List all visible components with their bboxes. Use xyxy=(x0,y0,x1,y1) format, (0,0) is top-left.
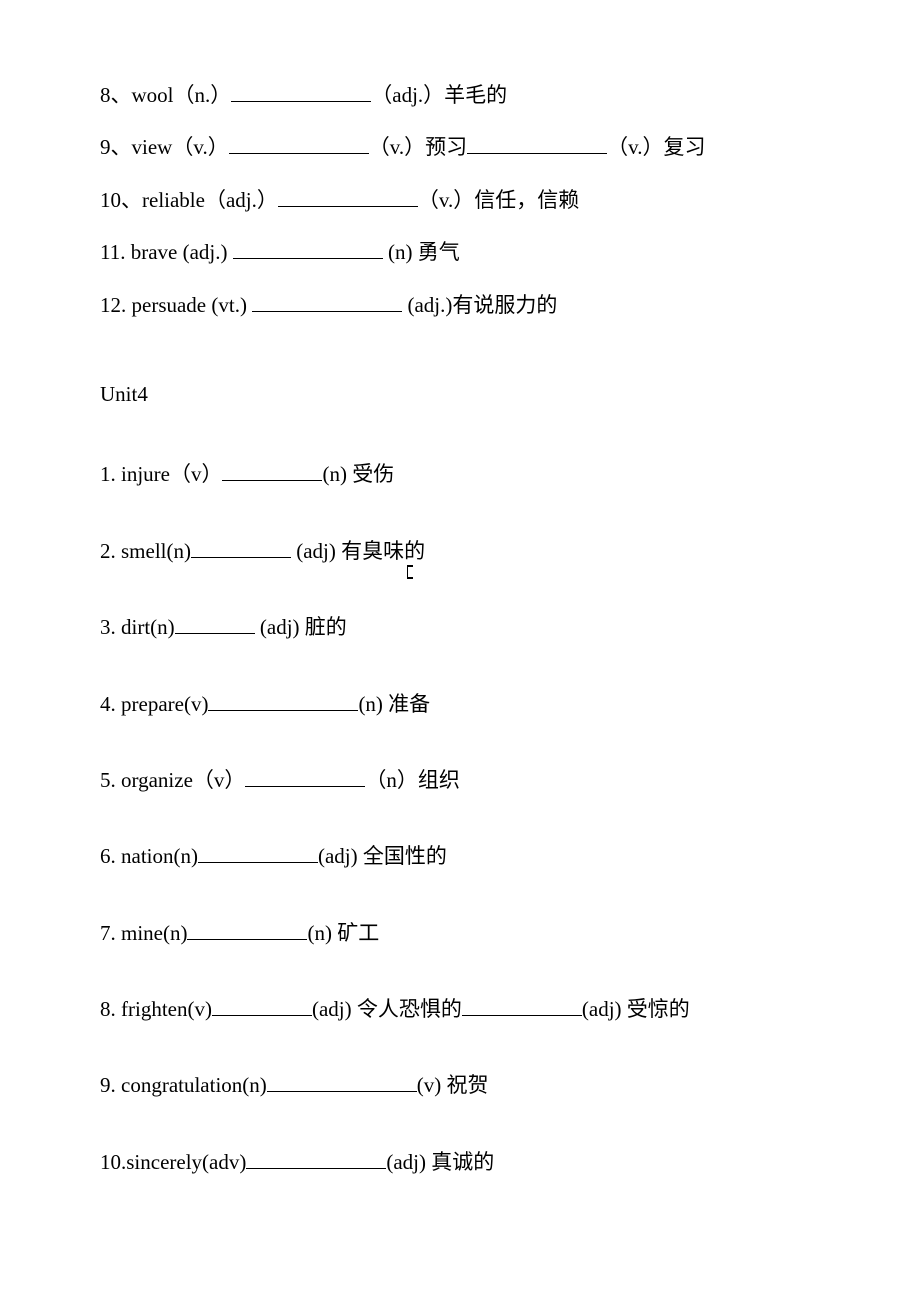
base-word: prepare(v) xyxy=(121,692,208,716)
fill-blank[interactable] xyxy=(231,80,371,102)
section-2: 1. injure（v） (n) 受伤 2. smell(n) (adj) 有臭味的… xyxy=(100,459,820,1177)
item-number: 12. xyxy=(100,293,132,317)
definition-text: (n) 矿工 xyxy=(307,921,379,945)
fill-blank[interactable] xyxy=(229,132,369,154)
item-number: 5. xyxy=(100,768,116,792)
definition-text: (adj) 受惊的 xyxy=(582,997,690,1021)
definition-text: (n) 勇气 xyxy=(383,240,460,264)
definition-text: （v.）预习 xyxy=(369,135,467,159)
fill-blank[interactable] xyxy=(208,689,358,711)
base-word: injure（v） xyxy=(121,462,222,486)
item-number: 1. xyxy=(100,462,116,486)
exercise-line: 4. prepare(v) (n) 准备 xyxy=(100,689,820,719)
exercise-line: 8. frighten(v) (adj) 令人恐惧的 (adj) 受惊的 xyxy=(100,994,820,1024)
item-number: 10、 xyxy=(100,188,142,212)
exercise-line: 2. smell(n) (adj) 有臭味的 xyxy=(100,536,820,566)
fill-blank[interactable] xyxy=(252,290,402,312)
fill-blank[interactable] xyxy=(462,994,582,1016)
item-number: 11. xyxy=(100,240,131,264)
exercise-line: 1. injure（v） (n) 受伤 xyxy=(100,459,820,489)
item-number: 8、 xyxy=(100,83,132,107)
exercise-line: 9、view（v.） （v.）预习 （v.）复习 xyxy=(100,132,820,162)
definition-text: (adj) 脏的 xyxy=(255,615,347,639)
fill-blank[interactable] xyxy=(175,612,255,634)
unit4-title: Unit4 xyxy=(100,380,820,409)
fill-blank[interactable] xyxy=(246,1147,386,1169)
fill-blank[interactable] xyxy=(191,536,291,558)
base-word: nation(n) xyxy=(121,844,198,868)
fill-blank[interactable] xyxy=(187,918,307,940)
exercise-line: 10、reliable（adj.） （v.）信任，信赖 xyxy=(100,185,820,215)
item-number: 8. xyxy=(100,997,116,1021)
fill-blank[interactable] xyxy=(467,132,607,154)
definition-text: （v.）复习 xyxy=(607,135,705,159)
definition-text: (adj) 令人恐惧的 xyxy=(312,997,462,1021)
item-number: 10. xyxy=(100,1150,126,1174)
fill-blank[interactable] xyxy=(212,994,312,1016)
definition-text: (adj) 有臭味的 xyxy=(291,539,425,563)
definition-text: (n) 受伤 xyxy=(322,462,394,486)
definition-text: (v) 祝贺 xyxy=(417,1073,489,1097)
item-number: 2. xyxy=(100,539,116,563)
base-word: frighten(v) xyxy=(121,997,212,1021)
definition-text: (adj.)有说服力的 xyxy=(402,293,557,317)
exercise-line: 9. congratulation(n) (v) 祝贺 xyxy=(100,1070,820,1100)
exercise-line: 11. brave (adj.) (n) 勇气 xyxy=(100,237,820,267)
item-number: 7. xyxy=(100,921,116,945)
base-word: organize（v） xyxy=(121,768,245,792)
definition-text: (adj) 全国性的 xyxy=(318,844,447,868)
definition-text: （n）组织 xyxy=(365,768,460,792)
worksheet-page: 8、wool（n.） （adj.）羊毛的 9、view（v.） （v.）预习 （v.）复… xyxy=(0,0,920,1177)
base-word: view（v.） xyxy=(132,135,229,159)
definition-text: (adj) 真诚的 xyxy=(386,1150,494,1174)
base-word: sincerely(adv) xyxy=(126,1150,246,1174)
item-number: 6. xyxy=(100,844,116,868)
definition-text: (n) 准备 xyxy=(358,692,430,716)
base-word: mine(n) xyxy=(121,921,187,945)
fill-blank[interactable] xyxy=(245,765,365,787)
definition-text: （v.）信任，信赖 xyxy=(418,188,579,212)
fill-blank[interactable] xyxy=(222,459,322,481)
base-word: congratulation(n) xyxy=(121,1073,267,1097)
exercise-line: 10.sincerely(adv) (adj) 真诚的 xyxy=(100,1147,820,1177)
fill-blank[interactable] xyxy=(198,841,318,863)
base-word: wool（n.） xyxy=(132,83,232,107)
exercise-line: 12. persuade (vt.) (adj.)有说服力的 xyxy=(100,290,820,320)
base-word: brave (adj.) xyxy=(131,240,233,264)
exercise-line: 6. nation(n) (adj) 全国性的 xyxy=(100,841,820,871)
text-cursor xyxy=(407,565,413,579)
fill-blank[interactable] xyxy=(278,185,418,207)
item-number: 3. xyxy=(100,615,116,639)
fill-blank[interactable] xyxy=(267,1070,417,1092)
item-number: 9、 xyxy=(100,135,132,159)
base-word: persuade (vt.) xyxy=(132,293,253,317)
fill-blank[interactable] xyxy=(233,237,383,259)
item-number: 4. xyxy=(100,692,116,716)
base-word: smell(n) xyxy=(121,539,191,563)
exercise-line: 5. organize（v） （n）组织 xyxy=(100,765,820,795)
exercise-line: 3. dirt(n) (adj) 脏的 xyxy=(100,612,820,642)
exercise-line: 7. mine(n) (n) 矿工 xyxy=(100,918,820,948)
section-1: 8、wool（n.） （adj.）羊毛的 9、view（v.） （v.）预习 （v.）复… xyxy=(100,80,820,320)
base-word: reliable（adj.） xyxy=(142,188,278,212)
item-number: 9. xyxy=(100,1073,116,1097)
exercise-line: 8、wool（n.） （adj.）羊毛的 xyxy=(100,80,820,110)
base-word: dirt(n) xyxy=(121,615,175,639)
definition-text: （adj.）羊毛的 xyxy=(371,83,507,107)
